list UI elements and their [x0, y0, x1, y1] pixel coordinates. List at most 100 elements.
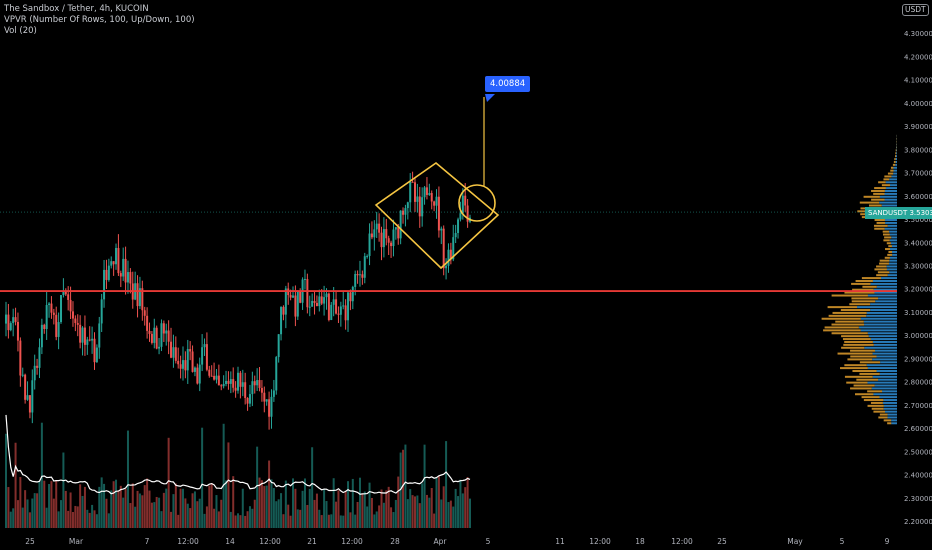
volume-bar [339, 515, 342, 528]
candle-body [342, 305, 345, 307]
volume-bar [370, 497, 373, 528]
vpvr-bar-down [867, 404, 884, 407]
candle-body [277, 334, 280, 358]
vpvr-bar-up [872, 340, 897, 343]
volume-bar [347, 481, 350, 528]
volume-bar [311, 447, 314, 528]
candle-body [284, 288, 287, 315]
x-tick-label: 28 [390, 537, 400, 546]
vpvr-bar-down [831, 323, 865, 326]
candle-body [28, 395, 31, 413]
volume-bar [28, 512, 31, 528]
candle-body [303, 279, 306, 281]
vpvr-bar-down [850, 387, 872, 390]
volume-bar [170, 511, 173, 528]
vpvr-bar-down [883, 178, 890, 181]
candle-body [138, 288, 141, 307]
vpvr-bar-up [886, 268, 897, 271]
y-tick-label: 2.80000 [904, 379, 932, 387]
vpvr-bar-up [876, 370, 897, 373]
candle-body [67, 294, 70, 300]
volume-bar [167, 437, 170, 528]
candle-body [265, 399, 268, 402]
vpvr-bar-down [888, 245, 892, 248]
vpvr-bar-up [874, 384, 897, 387]
legend-title: The Sandbox / Tether, 4h, KUCOIN [4, 4, 149, 14]
vpvr-bar-up [873, 288, 897, 291]
vpvr-bar-down [844, 375, 873, 378]
volume-bar [332, 478, 335, 528]
vpvr-bar-up [891, 175, 897, 178]
x-tick-label: Mar [69, 537, 84, 546]
volume-bar [150, 502, 153, 528]
volume-bar [79, 484, 82, 528]
vpvr-bar-down [859, 372, 880, 375]
x-tick-label: 12:00 [259, 537, 281, 546]
candle-body [433, 201, 436, 206]
y-tick-label: 3.10000 [904, 309, 932, 317]
volume-bar [196, 501, 199, 528]
volume-bar [52, 498, 55, 528]
vpvr-bar-up [883, 399, 897, 402]
vpvr-bar-down [887, 253, 893, 256]
volume-bar [469, 498, 471, 528]
vpvr-bar-up [881, 204, 897, 207]
candle-body [425, 187, 428, 195]
candle-body [83, 327, 86, 345]
volume-bar [74, 505, 77, 528]
candle-body [129, 272, 132, 284]
vpvr-bar-down [883, 419, 892, 422]
volume-bar [26, 499, 29, 528]
volume-bar [433, 513, 436, 528]
currency-badge[interactable]: USDT [902, 4, 929, 16]
x-tick-label: 7 [145, 537, 150, 546]
vpvr-bar-down [887, 172, 894, 175]
y-tick-label: 3.00000 [904, 332, 932, 340]
candle-body [143, 310, 146, 316]
vpvr-bar-up [896, 152, 897, 155]
vpvr-bar-up [889, 178, 897, 181]
volume-bar [459, 479, 462, 528]
volume-bar [95, 514, 98, 528]
volume-bar [14, 442, 17, 528]
candle-body [136, 283, 139, 307]
volume-bar [375, 511, 378, 528]
candle-body [57, 322, 60, 337]
candle-body [184, 360, 187, 371]
candle-body [205, 344, 208, 370]
volume-bar [461, 493, 464, 528]
vpvr-bar-down [853, 384, 875, 387]
candle-body [148, 330, 151, 334]
candle-body [430, 193, 433, 202]
vpvr-bar-down [883, 239, 890, 242]
vpvr-bar-down [878, 416, 888, 419]
candle-body [394, 227, 397, 230]
volume-bar [177, 514, 180, 528]
candle-body [150, 333, 153, 343]
vpvr-bar-up [866, 364, 897, 367]
candle-body [213, 375, 216, 380]
vpvr-bar-down [849, 303, 871, 306]
volume-bar [43, 480, 46, 528]
volume-bar [277, 499, 280, 528]
y-tick-label: 3.70000 [904, 170, 932, 178]
volume-bar [330, 514, 333, 528]
vpvr-bar-down [831, 294, 868, 297]
candle-body [64, 290, 67, 295]
volume-bar [62, 452, 65, 528]
volume-bar [368, 482, 371, 528]
volume-bar [363, 491, 366, 528]
last-price-value: 3.53030 [909, 209, 932, 217]
vpvr-bar-up [890, 248, 897, 251]
candle-body [308, 306, 311, 308]
vpvr-bar-up [870, 309, 897, 312]
volume-bar [387, 486, 390, 528]
volume-bar [215, 495, 218, 528]
vpvr-bar-up [864, 346, 897, 349]
vpvr-bar-up [887, 274, 897, 277]
candle-body [69, 299, 72, 312]
candle-body [457, 219, 460, 233]
vpvr-bar-up [885, 181, 897, 184]
candle-body [227, 380, 230, 384]
